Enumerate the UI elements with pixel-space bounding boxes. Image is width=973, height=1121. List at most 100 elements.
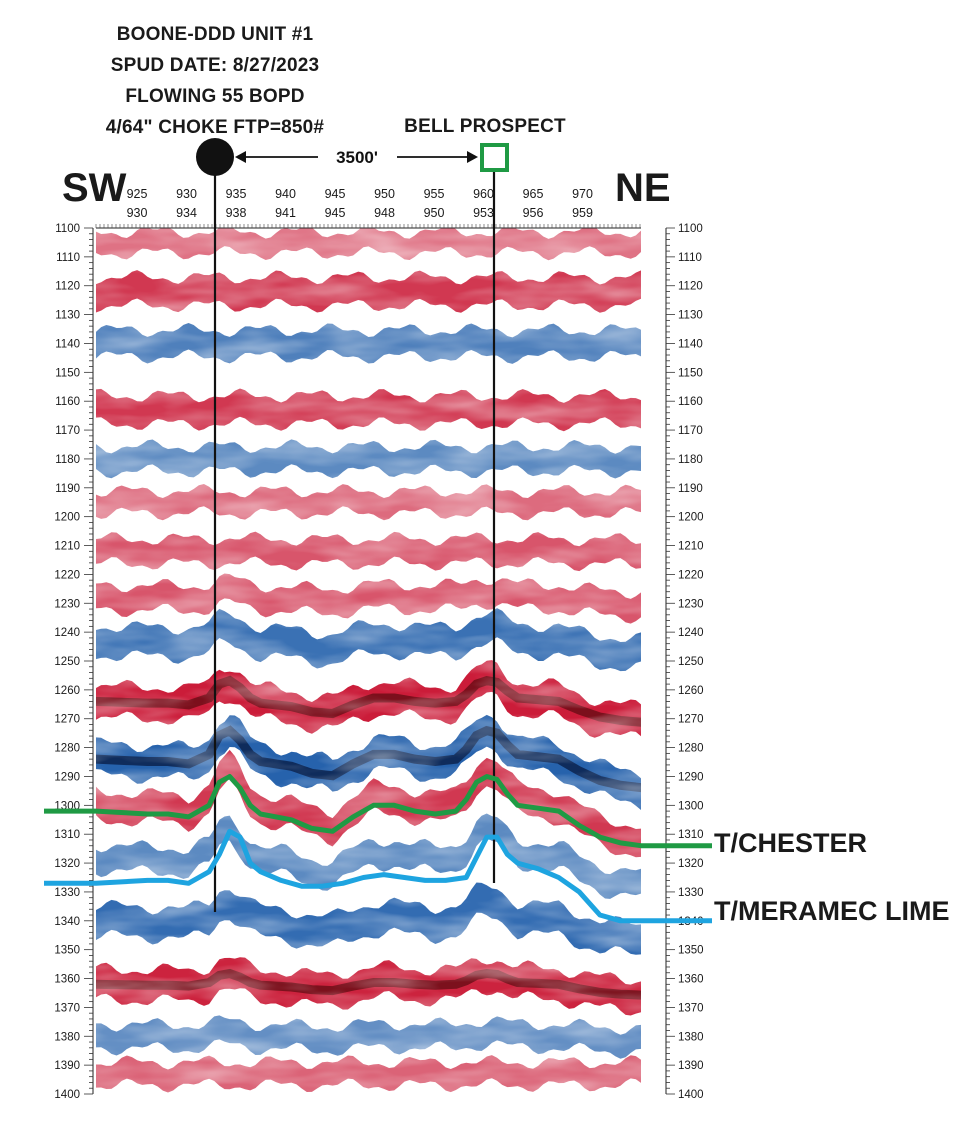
left-tick-label: 1240 — [54, 627, 80, 639]
right-tick-label: 1250 — [678, 656, 704, 668]
right-tick-label: 1150 — [678, 367, 703, 379]
right-tick-label: 1260 — [678, 685, 704, 697]
right-tick-label: 1330 — [678, 887, 704, 899]
left-tick-label: 1290 — [54, 771, 80, 783]
right-tick-label: 1400 — [678, 1089, 704, 1101]
cdp-top-label: 970 — [572, 187, 593, 201]
left-tick-label: 1320 — [54, 858, 80, 870]
left-tick-label: 1130 — [55, 310, 80, 322]
right-time-axis: 1100 1110 1120 1130 1140 1150 1160 1170 1180 1190… — [665, 223, 704, 1101]
cdp-top-label: 935 — [226, 187, 247, 201]
prospect-name: BELL PROSPECT — [404, 116, 566, 137]
left-tick-label: 1400 — [54, 1089, 80, 1101]
right-tick-label: 1210 — [678, 541, 704, 553]
left-tick-label: 1340 — [54, 916, 80, 928]
left-tick-label: 1220 — [54, 569, 80, 581]
left-tick-label: 1330 — [54, 887, 80, 899]
cdp-top-label: 945 — [325, 187, 346, 201]
right-tick-label: 1310 — [678, 829, 704, 841]
direction-ne: NE — [615, 166, 671, 210]
left-tick-label: 1100 — [55, 223, 80, 235]
direction-sw: SW — [62, 166, 127, 210]
right-tick-label: 1240 — [678, 627, 704, 639]
well-spud-date: SPUD DATE: 8/27/2023 — [110, 55, 320, 76]
left-tick-label: 1250 — [54, 656, 80, 668]
left-tick-label: 1120 — [55, 281, 80, 293]
right-tick-label: 1200 — [678, 512, 704, 524]
right-tick-label: 1120 — [678, 281, 703, 293]
producing-well-icon — [196, 138, 234, 176]
cdp-bottom-label: 934 — [176, 206, 197, 220]
left-tick-label: 1260 — [54, 685, 80, 697]
left-tick-label: 1230 — [54, 598, 80, 610]
cdp-top-label: 930 — [176, 187, 197, 201]
cdp-bottom-label: 959 — [572, 206, 593, 220]
left-tick-label: 1140 — [55, 338, 80, 350]
right-tick-label: 1110 — [678, 252, 702, 264]
right-tick-label: 1370 — [678, 1002, 704, 1014]
left-tick-label: 1350 — [54, 945, 80, 957]
horizon-label-chester: T/CHESTER — [714, 828, 868, 858]
well-flow-rate: FLOWING 55 BOPD — [125, 86, 305, 107]
cdp-top-label: 950 — [374, 187, 395, 201]
texture-overlay — [96, 228, 641, 1094]
horizon-line-meramec — [44, 828, 712, 924]
left-time-axis: 1100 1110 1120 1130 1140 1150 1160 1170 1180 1190… — [54, 223, 94, 1101]
cdp-bottom-label: 948 — [374, 206, 395, 220]
right-tick-label: 1190 — [678, 483, 703, 495]
cdp-top-label: 925 — [127, 187, 148, 201]
left-tick-label: 1210 — [54, 541, 80, 553]
right-tick-label: 1130 — [678, 310, 703, 322]
left-tick-label: 1370 — [54, 1002, 80, 1014]
left-tick-label: 1360 — [54, 974, 80, 986]
right-tick-label: 1100 — [678, 223, 703, 235]
distance-arrow: 3500' — [235, 148, 478, 167]
well-name: BOONE-DDD UNIT #1 — [116, 24, 314, 45]
left-tick-label: 1380 — [54, 1031, 80, 1043]
distance-label: 3500' — [336, 148, 378, 167]
cdp-top-label: 960 — [473, 187, 494, 201]
left-tick-label: 1310 — [54, 829, 80, 841]
well-choke: 4/64" CHOKE FTP=850# — [105, 117, 325, 138]
left-tick-label: 1110 — [56, 252, 80, 264]
left-tick-label: 1270 — [54, 714, 80, 726]
left-tick-label: 1200 — [54, 512, 80, 524]
right-tick-label: 1220 — [678, 569, 704, 581]
cdp-bottom-label: 953 — [473, 206, 494, 220]
cdp-bottom-label: 941 — [275, 206, 296, 220]
right-tick-label: 1300 — [678, 800, 704, 812]
cdp-bottom-label: 945 — [325, 206, 346, 220]
right-tick-label: 1320 — [678, 858, 704, 870]
right-tick-label: 1280 — [678, 743, 704, 755]
right-tick-label: 1290 — [678, 771, 704, 783]
arrow-right-icon — [467, 151, 478, 163]
cdp-axis: 925 930 930 934 935 938 940 941 945 945 950 948 955 9… — [95, 187, 641, 229]
left-tick-label: 1170 — [55, 425, 80, 437]
cdp-top-label: 940 — [275, 187, 296, 201]
right-tick-label: 1380 — [678, 1031, 704, 1043]
right-tick-label: 1180 — [678, 454, 703, 466]
cdp-bottom-label: 950 — [424, 206, 445, 220]
proposed-location-icon — [480, 143, 509, 172]
right-tick-label: 1390 — [678, 1060, 704, 1072]
left-tick-label: 1150 — [55, 367, 80, 379]
cdp-top-label: 955 — [424, 187, 445, 201]
left-tick-label: 1180 — [55, 454, 80, 466]
right-tick-label: 1350 — [678, 945, 704, 957]
left-tick-label: 1390 — [54, 1060, 80, 1072]
cdp-bottom-label: 930 — [127, 206, 148, 220]
right-tick-label: 1160 — [678, 396, 703, 408]
left-tick-label: 1160 — [55, 396, 80, 408]
horizons — [44, 774, 712, 924]
right-tick-label: 1170 — [678, 425, 703, 437]
arrow-left-icon — [235, 151, 246, 163]
horizon-label-meramec: T/MERAMEC LIME — [714, 896, 950, 926]
cdp-top-label: 965 — [523, 187, 544, 201]
left-tick-label: 1280 — [54, 743, 80, 755]
right-tick-label: 1140 — [678, 338, 703, 350]
right-tick-label: 1270 — [678, 714, 704, 726]
left-tick-label: 1190 — [55, 483, 80, 495]
horizon-line-chester — [44, 774, 712, 849]
cdp-bottom-label: 938 — [226, 206, 247, 220]
